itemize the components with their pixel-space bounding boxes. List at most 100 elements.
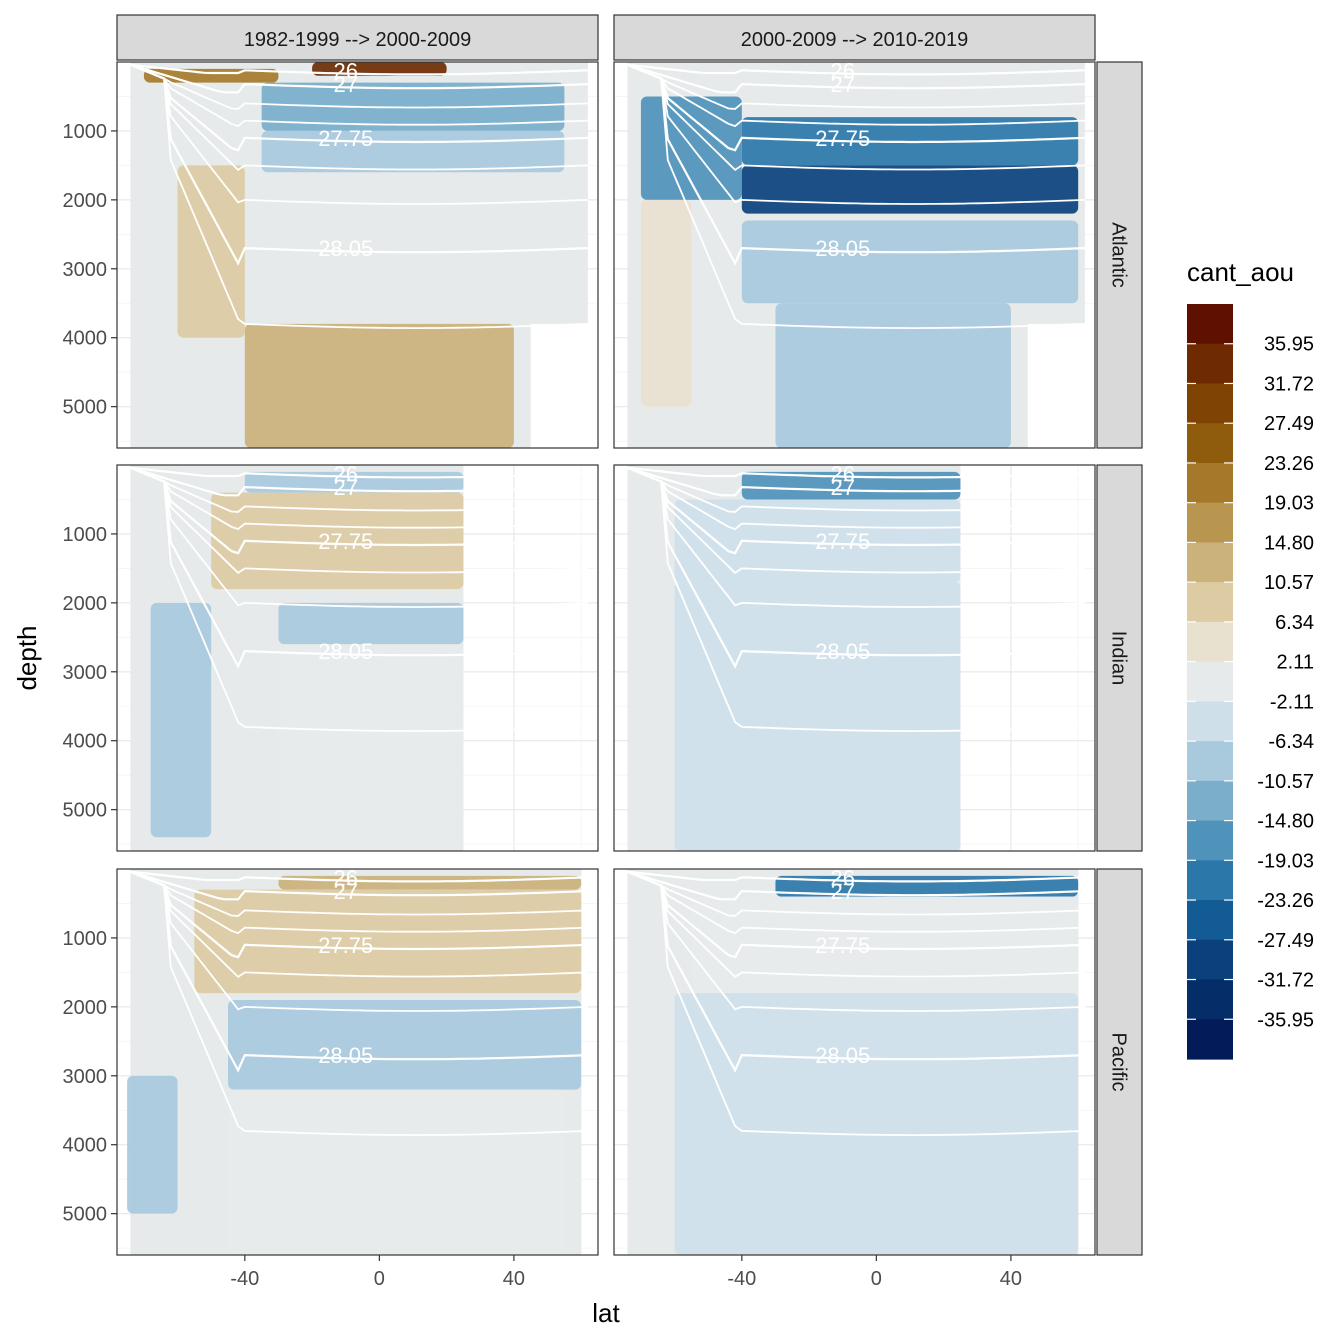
row-strip: [1096, 464, 1143, 852]
legend-label: -6.34: [1268, 731, 1314, 753]
isopycnal-contour: [627, 63, 1085, 205]
isopycnal-label: 27.75: [815, 126, 870, 151]
isopycnal-contour: [627, 63, 1085, 152]
isopycnal-contour: [130, 63, 588, 76]
isopycnal-contour: [627, 870, 1085, 1073]
x-tick-label: 0: [374, 1268, 385, 1290]
panel-border: [613, 868, 1096, 1256]
isopycnal-contour: [627, 870, 1085, 959]
isopycnal-label: 28.05: [318, 1043, 373, 1068]
legend-label: 35.95: [1264, 334, 1314, 356]
isopycnal-label: 28.05: [815, 236, 870, 261]
isopycnal-label: 27: [830, 72, 854, 97]
data-layer: [228, 999, 582, 1090]
isopycnal-contour: [130, 63, 588, 152]
isopycnal-contour: [130, 870, 588, 935]
y-tick-label: 4000: [63, 1135, 108, 1157]
isopycnal-contour: [130, 63, 588, 94]
legend-label: -10.57: [1257, 771, 1314, 793]
isopycnal-contour: [130, 870, 588, 1012]
legend-label: 14.80: [1264, 532, 1314, 554]
y-tick-label: 2000: [63, 997, 108, 1019]
isopycnal-label: 26: [333, 865, 357, 890]
legend-swatch: [1187, 701, 1233, 742]
isopycnal-contour: [627, 466, 1085, 531]
isopycnal-label: 26: [830, 461, 854, 486]
y-tick-label: 2000: [63, 190, 108, 212]
isopycnal-contour: [130, 870, 588, 959]
isopycnal-label: 28.05: [318, 639, 373, 664]
isopycnal-label: 27: [333, 72, 357, 97]
column-strip-label: 1982-1999 --> 2000-2009: [244, 29, 471, 51]
legend-title: cant_aou: [1187, 257, 1294, 287]
y-tick-label: 5000: [63, 800, 108, 822]
panel-border: [116, 464, 599, 852]
isopycnal-label: 27: [830, 879, 854, 904]
isopycnal-contour: [130, 466, 588, 497]
data-layer: [244, 323, 514, 448]
data-layer: [194, 889, 582, 994]
y-tick-label: 4000: [63, 328, 108, 350]
isopycnal-contour: [130, 466, 588, 479]
isopycnal-contour: [130, 466, 588, 669]
legend-label: 19.03: [1264, 493, 1314, 515]
isopycnal-label: 26: [333, 58, 357, 83]
y-axis-title: depth: [12, 625, 42, 690]
isopycnal-contour: [130, 870, 588, 1073]
isopycnal-label: 26: [333, 461, 357, 486]
legend-swatch: [1187, 304, 1233, 345]
panel-border: [613, 464, 1096, 852]
y-tick-label: 3000: [63, 662, 108, 684]
legend-label: 31.72: [1264, 373, 1314, 395]
isopycnal-contour: [627, 466, 1085, 669]
isopycnal-contour: [627, 466, 1085, 608]
data-layer: [775, 303, 1011, 448]
isopycnal-contour: [627, 63, 1085, 266]
land-mask: [530, 323, 598, 448]
isopycnal-contour: [627, 870, 1085, 1012]
legend-swatch: [1187, 502, 1233, 544]
legend-label: -19.03: [1257, 850, 1314, 872]
data-layer: [674, 499, 961, 583]
isopycnal-label: 28.05: [318, 236, 373, 261]
isopycnal-contour: [130, 466, 588, 513]
column-strip: [116, 14, 599, 61]
row-strip-label: Indian: [1108, 631, 1130, 686]
isopycnal-contour: [627, 466, 1085, 497]
isopycnal-contour: [130, 63, 588, 110]
isopycnal-contour: [627, 466, 1085, 555]
isopycnal-label: 27: [333, 475, 357, 500]
isopycnal-contour: [627, 63, 1085, 94]
legend-swatch: [1187, 542, 1233, 583]
isopycnal-label: 26: [830, 58, 854, 83]
isopycnal-contour: [627, 63, 1085, 329]
isopycnal-label: 27: [830, 475, 854, 500]
isopycnal-contour: [130, 466, 588, 531]
legend-swatch: [1187, 582, 1233, 623]
legend-swatch: [1187, 979, 1233, 1020]
isopycnal-contour: [627, 870, 1085, 883]
isopycnal-contour: [627, 870, 1085, 935]
isopycnal-contour: [627, 870, 1085, 979]
legend-swatch: [1187, 860, 1233, 901]
isopycnal-contour: [627, 63, 1085, 128]
data-layer: [261, 130, 565, 173]
data-layer: [640, 199, 692, 407]
y-tick-label: 4000: [63, 731, 108, 753]
data-layer: [228, 1089, 565, 1255]
x-tick-label: 0: [871, 1268, 882, 1290]
isopycnal-contour: [627, 466, 1085, 732]
isopycnal-contour: [627, 466, 1085, 575]
row-strip-label: Pacific: [1108, 1033, 1130, 1092]
legend-swatch: [1187, 780, 1233, 822]
data-layer: [211, 492, 464, 590]
isopycnal-contour: [130, 870, 588, 979]
legend-label: 27.49: [1264, 413, 1314, 435]
y-tick-label: 3000: [63, 259, 108, 281]
isopycnal-label: 28.05: [815, 639, 870, 664]
x-tick-label: -40: [230, 1268, 259, 1290]
